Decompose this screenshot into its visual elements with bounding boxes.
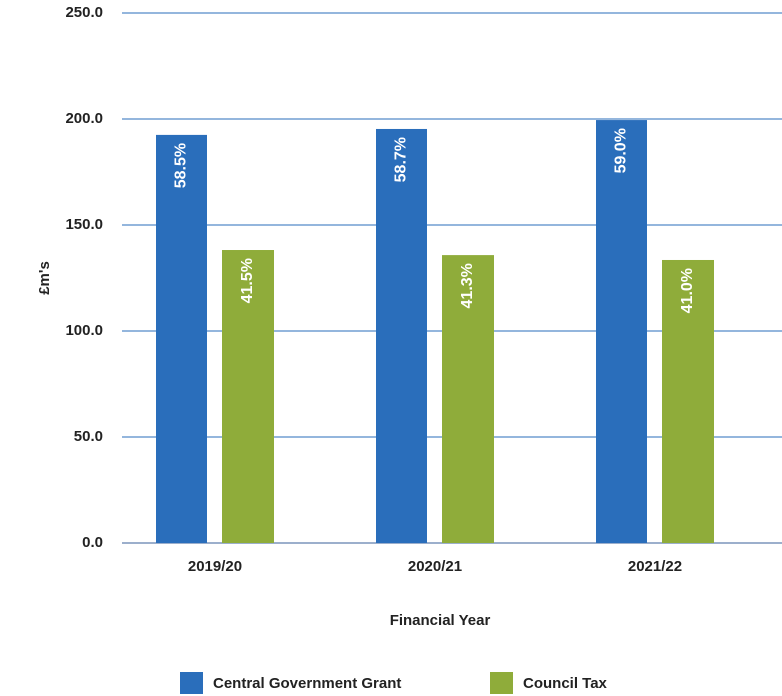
- bar: [222, 250, 274, 544]
- y-tick-label: 0.0: [82, 534, 103, 551]
- bar-label: 58.5%: [173, 143, 190, 188]
- bar: [376, 128, 427, 544]
- bar-label: 41.0%: [679, 268, 696, 313]
- y-tick-label: 200.0: [65, 110, 103, 127]
- bar: [596, 120, 647, 543]
- bar: [662, 259, 714, 543]
- y-tick-label: 150.0: [65, 216, 103, 233]
- y-tick-label: 100.0: [65, 322, 103, 339]
- legend-label: Council Tax: [523, 675, 608, 692]
- x-tick-label: 2020/21: [408, 558, 462, 575]
- legend-swatch: [180, 672, 203, 694]
- bar-label: 58.7%: [393, 137, 410, 182]
- y-tick-label: 50.0: [74, 428, 103, 445]
- bar-label: 41.5%: [239, 258, 256, 303]
- legend-label: Central Government Grant: [213, 675, 401, 692]
- bar-label: 59.0%: [613, 128, 630, 173]
- y-axis-title: £m's: [36, 261, 53, 295]
- x-tick-label: 2019/20: [188, 558, 242, 575]
- x-tick-label: 2021/22: [628, 558, 682, 575]
- bar: [442, 255, 494, 543]
- y-tick-label: 250.0: [65, 4, 103, 21]
- legend-swatch: [490, 672, 513, 694]
- bar: [156, 134, 207, 543]
- bar-label: 41.3%: [459, 263, 476, 308]
- x-axis-title: Financial Year: [390, 612, 491, 629]
